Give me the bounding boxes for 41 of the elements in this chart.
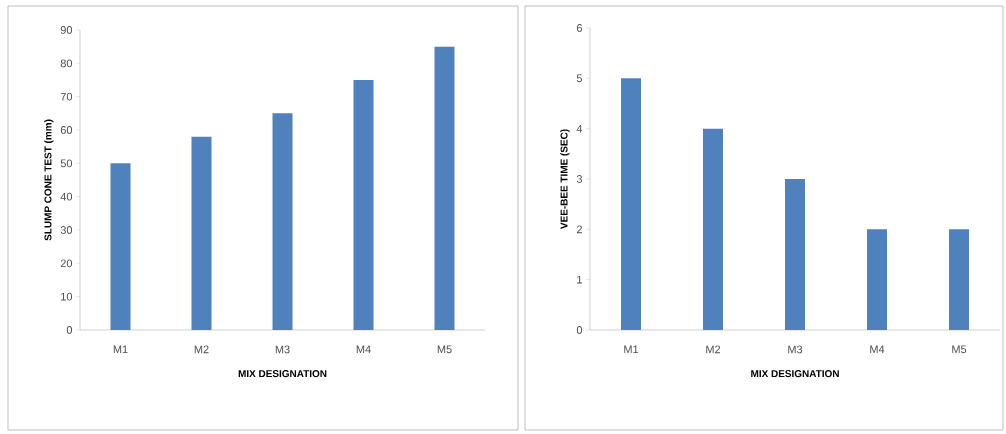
y-tick-label: 0 bbox=[66, 326, 73, 334]
bar bbox=[703, 128, 724, 330]
x-tick-label: M2 bbox=[706, 345, 721, 354]
y-tick-label: 60 bbox=[60, 126, 73, 134]
x-tick-label: M5 bbox=[952, 345, 967, 354]
bar bbox=[110, 163, 131, 330]
y-tick-label: 6 bbox=[576, 24, 583, 32]
y-tick-label: 5 bbox=[576, 74, 583, 83]
y-axis-title: SLUMP CONE TEST (mm) bbox=[44, 119, 54, 241]
bar bbox=[191, 136, 212, 330]
x-axis-title: MIX DESIGNATION bbox=[751, 370, 839, 378]
y-tick-label: 30 bbox=[60, 226, 73, 234]
y-axis-title: VEE-BEE TIME (SEC) bbox=[560, 129, 570, 230]
y-tick-label: 70 bbox=[60, 92, 73, 101]
y-tick-label: 10 bbox=[61, 292, 73, 301]
y-tick-label: 50 bbox=[60, 159, 73, 168]
x-tick-label: M1 bbox=[113, 345, 128, 354]
x-tick-label: M3 bbox=[275, 345, 290, 354]
x-axis-title: MIX DESIGNATION bbox=[238, 370, 327, 378]
bar bbox=[867, 229, 888, 330]
y-tick-label: 0 bbox=[576, 326, 583, 334]
bar bbox=[785, 178, 806, 330]
x-tick-label: M2 bbox=[194, 345, 209, 354]
bar bbox=[949, 229, 970, 330]
y-tick-label: 20 bbox=[60, 259, 73, 268]
bar bbox=[434, 46, 455, 330]
y-tick-label: 40 bbox=[60, 192, 73, 201]
y-tick-label: 1 bbox=[577, 275, 582, 284]
x-tick-label: M3 bbox=[788, 345, 803, 354]
y-tick-label: 2 bbox=[576, 225, 582, 234]
y-tick-label: 4 bbox=[576, 124, 583, 133]
bar bbox=[353, 79, 374, 330]
x-tick-label: M4 bbox=[870, 345, 885, 354]
x-tick-label: M4 bbox=[356, 345, 371, 354]
y-tick-label: 90 bbox=[60, 26, 73, 34]
y-tick-label: 80 bbox=[60, 59, 73, 68]
bar bbox=[272, 113, 293, 330]
y-tick-label: 3 bbox=[576, 175, 583, 183]
x-tick-label: M5 bbox=[437, 345, 452, 354]
x-tick-label: M1 bbox=[624, 345, 639, 354]
bar bbox=[621, 78, 642, 330]
